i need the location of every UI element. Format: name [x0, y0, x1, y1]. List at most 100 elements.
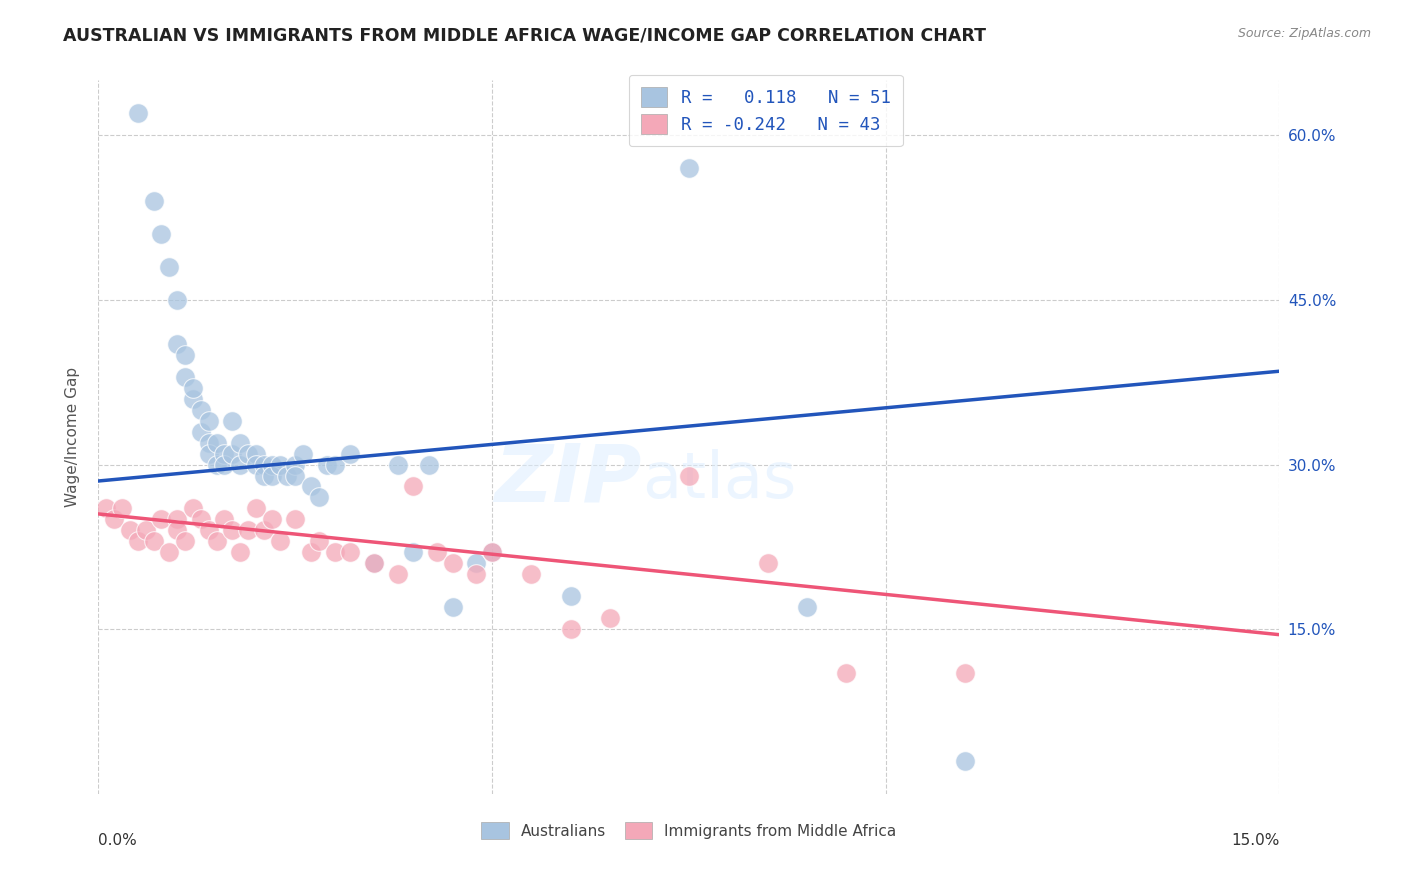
Point [197, 524, 219, 538]
Point [426, 545, 449, 559]
Point [284, 468, 307, 483]
Point [520, 567, 543, 582]
Point [299, 479, 322, 493]
Point [181, 392, 204, 406]
Point [111, 501, 134, 516]
Point [292, 446, 315, 460]
Legend: Australians, Immigrants from Middle Africa: Australians, Immigrants from Middle Afri… [474, 814, 904, 847]
Point [835, 666, 858, 681]
Point [284, 512, 307, 526]
Point [441, 600, 464, 615]
Text: 0.0%: 0.0% [98, 833, 138, 848]
Point [269, 534, 291, 549]
Point [214, 446, 236, 460]
Point [308, 534, 330, 549]
Text: atlas: atlas [641, 449, 796, 511]
Point [260, 468, 283, 483]
Point [253, 458, 276, 472]
Point [229, 545, 252, 559]
Point [299, 545, 322, 559]
Point [103, 512, 125, 526]
Point [481, 545, 503, 559]
Point [253, 524, 276, 538]
Point [214, 512, 236, 526]
Point [315, 458, 337, 472]
Point [221, 446, 243, 460]
Point [205, 534, 228, 549]
Point [190, 402, 212, 417]
Point [142, 534, 165, 549]
Point [678, 161, 700, 175]
Point [150, 512, 173, 526]
Point [214, 458, 236, 472]
Point [465, 557, 488, 571]
Point [150, 227, 173, 241]
Point [157, 545, 180, 559]
Point [269, 458, 291, 472]
Point [229, 458, 252, 472]
Point [402, 545, 425, 559]
Point [157, 260, 180, 274]
Text: ZIP: ZIP [495, 441, 641, 519]
Point [236, 524, 259, 538]
Point [253, 468, 276, 483]
Point [205, 458, 228, 472]
Point [135, 524, 157, 538]
Point [260, 458, 283, 472]
Point [181, 381, 204, 395]
Point [142, 194, 165, 208]
Text: AUSTRALIAN VS IMMIGRANTS FROM MIDDLE AFRICA WAGE/INCOME GAP CORRELATION CHART: AUSTRALIAN VS IMMIGRANTS FROM MIDDLE AFR… [63, 27, 986, 45]
Point [166, 293, 188, 307]
Point [678, 468, 700, 483]
Point [599, 611, 621, 625]
Point [127, 106, 149, 120]
Point [402, 479, 425, 493]
Point [560, 622, 582, 636]
Point [181, 501, 204, 516]
Point [197, 446, 219, 460]
Point [387, 458, 409, 472]
Text: 15.0%: 15.0% [1232, 833, 1279, 848]
Point [229, 435, 252, 450]
Point [236, 446, 259, 460]
Point [323, 545, 346, 559]
Point [387, 567, 409, 582]
Point [127, 534, 149, 549]
Point [118, 524, 141, 538]
Point [221, 524, 243, 538]
Point [245, 501, 267, 516]
Point [363, 557, 385, 571]
Point [756, 557, 779, 571]
Point [96, 501, 118, 516]
Point [166, 512, 188, 526]
Point [190, 425, 212, 439]
Point [418, 458, 440, 472]
Point [166, 524, 188, 538]
Point [205, 435, 228, 450]
Point [465, 567, 488, 582]
Point [197, 435, 219, 450]
Point [953, 754, 976, 768]
Point [441, 557, 464, 571]
Point [796, 600, 818, 615]
Point [221, 414, 243, 428]
Point [190, 512, 212, 526]
Point [197, 414, 219, 428]
Point [560, 589, 582, 603]
Point [276, 468, 298, 483]
Point [284, 458, 307, 472]
Point [260, 512, 283, 526]
Point [308, 491, 330, 505]
Point [174, 348, 197, 362]
Text: Source: ZipAtlas.com: Source: ZipAtlas.com [1237, 27, 1371, 40]
Point [245, 446, 267, 460]
Point [363, 557, 385, 571]
Point [339, 545, 361, 559]
Point [953, 666, 976, 681]
Point [323, 458, 346, 472]
Point [481, 545, 503, 559]
Point [166, 336, 188, 351]
Point [245, 458, 267, 472]
Point [339, 446, 361, 460]
Point [174, 534, 197, 549]
